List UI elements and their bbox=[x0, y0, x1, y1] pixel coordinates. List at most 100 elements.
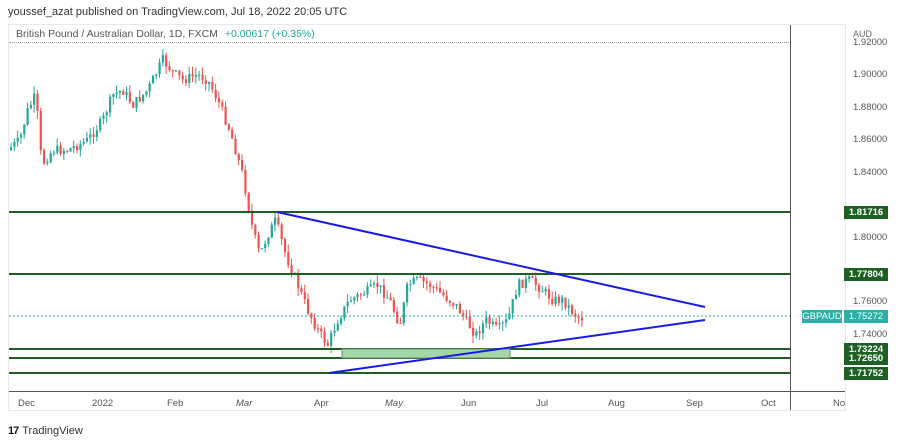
candle bbox=[340, 318, 343, 324]
publisher-line: youssef_azat published on TradingView.co… bbox=[8, 6, 348, 18]
price-tick: 1.80000 bbox=[853, 232, 888, 243]
price-tick: 1.76000 bbox=[853, 296, 888, 307]
brand-footer[interactable]: 17 TradingView bbox=[8, 425, 83, 437]
candle bbox=[115, 92, 118, 95]
axis-currency: AUD bbox=[853, 29, 873, 39]
level-price-label: 1.81716 bbox=[844, 206, 888, 219]
candle bbox=[435, 287, 438, 289]
candle bbox=[79, 143, 82, 150]
title-dotted-line bbox=[9, 42, 789, 43]
candle bbox=[118, 91, 122, 93]
candle bbox=[402, 302, 405, 324]
chart-title: British Pound / Australian Dollar, 1D, F… bbox=[16, 28, 315, 40]
candle bbox=[151, 75, 155, 84]
candle bbox=[382, 285, 386, 298]
candle bbox=[23, 124, 26, 135]
time-axis-border bbox=[9, 391, 845, 392]
candle bbox=[161, 55, 164, 63]
candle bbox=[488, 317, 491, 325]
candle bbox=[171, 70, 174, 72]
candle bbox=[491, 321, 494, 325]
candle bbox=[148, 83, 151, 92]
candle bbox=[557, 296, 560, 303]
candle bbox=[66, 151, 69, 153]
candle bbox=[356, 294, 359, 298]
instrument-label: British Pound / Australian Dollar, 1D, F… bbox=[16, 28, 218, 40]
candle bbox=[458, 304, 461, 314]
candle bbox=[313, 318, 316, 329]
candle bbox=[514, 294, 518, 300]
candle bbox=[10, 147, 13, 150]
candle bbox=[353, 297, 356, 301]
candle bbox=[359, 294, 362, 296]
candle bbox=[442, 292, 445, 296]
price-tick: 1.86000 bbox=[853, 134, 888, 145]
candle bbox=[571, 305, 574, 314]
time-tick: Jun bbox=[461, 398, 477, 409]
candle bbox=[307, 299, 310, 314]
candle bbox=[56, 145, 59, 153]
time-tick: Mar bbox=[236, 398, 253, 409]
candle bbox=[481, 323, 485, 334]
candle bbox=[524, 278, 527, 288]
candle bbox=[396, 311, 399, 323]
candle bbox=[422, 277, 425, 282]
candle bbox=[425, 281, 428, 284]
candle bbox=[204, 80, 207, 84]
candle bbox=[290, 265, 293, 274]
candle bbox=[85, 137, 89, 142]
candle bbox=[498, 323, 501, 325]
candle bbox=[201, 74, 204, 81]
candle bbox=[439, 287, 442, 293]
candle bbox=[33, 93, 36, 105]
candle bbox=[224, 106, 227, 125]
candle bbox=[336, 323, 339, 331]
candle bbox=[478, 331, 481, 334]
candle bbox=[277, 217, 280, 225]
price-tick: 1.74000 bbox=[853, 329, 888, 340]
time-tick: Dec bbox=[18, 398, 35, 409]
candle bbox=[138, 97, 141, 102]
price-change: +0.00617 (+0.35%) bbox=[224, 28, 315, 40]
symbol-badge: GBPAUD bbox=[802, 310, 842, 323]
candle bbox=[373, 283, 376, 285]
candle bbox=[36, 93, 39, 112]
candle bbox=[561, 297, 564, 303]
candle bbox=[99, 118, 102, 131]
candlesticks bbox=[10, 49, 584, 354]
candle bbox=[52, 152, 56, 154]
candle bbox=[330, 332, 333, 346]
time-tick: Jul bbox=[536, 398, 549, 409]
candle bbox=[178, 70, 181, 76]
candle bbox=[577, 316, 580, 318]
candle bbox=[257, 234, 260, 249]
candle bbox=[165, 55, 168, 67]
candle bbox=[237, 154, 240, 161]
candle bbox=[310, 313, 313, 319]
candle bbox=[168, 66, 171, 71]
candle bbox=[531, 276, 534, 279]
candle bbox=[518, 279, 521, 295]
candle bbox=[415, 276, 419, 278]
candle bbox=[574, 313, 577, 317]
candle bbox=[227, 124, 230, 130]
candle bbox=[264, 243, 267, 249]
candle bbox=[234, 138, 237, 155]
candle bbox=[145, 91, 148, 95]
candle bbox=[92, 134, 95, 137]
candle bbox=[485, 317, 488, 324]
candle bbox=[62, 151, 65, 154]
candle bbox=[429, 283, 432, 288]
candle bbox=[82, 141, 85, 144]
candle bbox=[287, 252, 290, 266]
candle bbox=[254, 224, 257, 235]
candle bbox=[409, 284, 412, 286]
candle bbox=[59, 145, 62, 154]
candle bbox=[280, 224, 283, 240]
candle bbox=[181, 75, 184, 80]
price-tick: 1.90000 bbox=[853, 69, 888, 80]
support-zone bbox=[341, 348, 511, 359]
time-tick: No bbox=[833, 398, 846, 409]
upper-trendline bbox=[276, 211, 706, 308]
